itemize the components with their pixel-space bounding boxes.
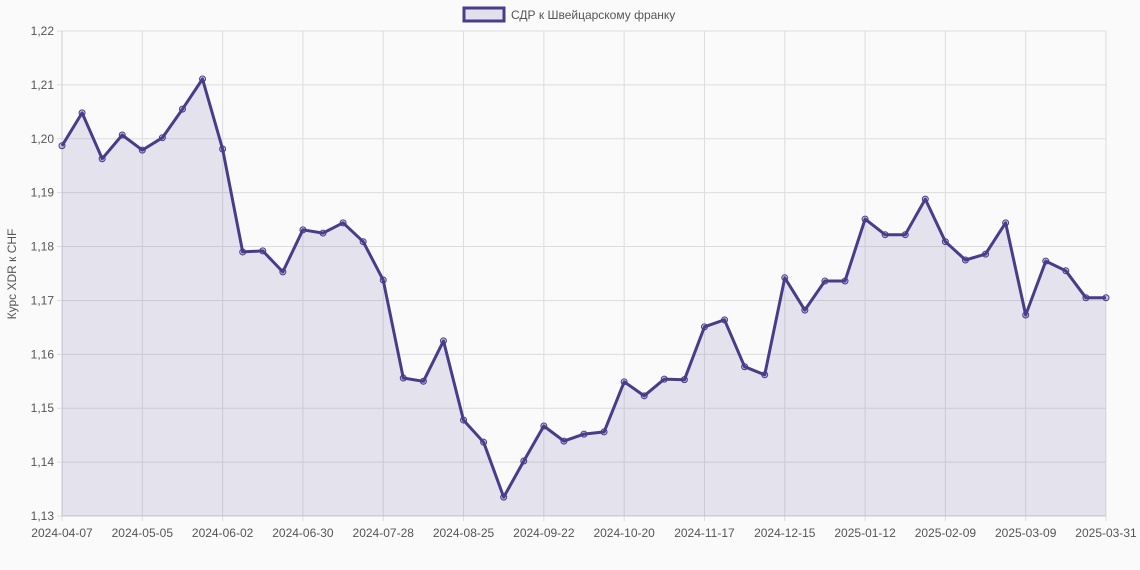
data-point bbox=[460, 416, 468, 424]
data-point bbox=[721, 316, 729, 324]
data-point bbox=[921, 195, 929, 203]
data-point bbox=[98, 155, 106, 163]
data-point bbox=[781, 274, 789, 282]
data-point bbox=[339, 219, 347, 227]
data-point bbox=[580, 430, 588, 438]
data-point bbox=[399, 374, 407, 382]
data-point bbox=[700, 323, 708, 331]
data-point bbox=[961, 256, 969, 264]
data-point bbox=[560, 437, 568, 445]
data-point bbox=[118, 131, 126, 139]
y-tick-label: 1,20 bbox=[31, 132, 55, 146]
data-point bbox=[620, 378, 628, 386]
data-point bbox=[299, 226, 307, 234]
data-point bbox=[941, 238, 949, 246]
data-point bbox=[419, 377, 427, 385]
data-point bbox=[379, 276, 387, 284]
data-point bbox=[821, 277, 829, 285]
x-tick-label: 2024-12-15 bbox=[754, 526, 816, 540]
data-point bbox=[640, 392, 648, 400]
data-point bbox=[259, 247, 267, 255]
x-tick-label: 2024-05-05 bbox=[112, 526, 174, 540]
data-points bbox=[58, 75, 1110, 501]
legend-label: СДР к Швейцарскому франку bbox=[511, 8, 675, 22]
y-tick-label: 1,22 bbox=[31, 24, 55, 38]
data-point bbox=[801, 306, 809, 314]
x-tick-label: 2024-07-28 bbox=[353, 526, 415, 540]
x-tick-label: 2024-09-22 bbox=[513, 526, 575, 540]
data-point bbox=[219, 145, 227, 153]
series-line bbox=[60, 77, 1106, 499]
data-point bbox=[741, 363, 749, 371]
data-point bbox=[861, 215, 869, 223]
data-point bbox=[901, 231, 909, 239]
x-tick-label: 2025-03-09 bbox=[995, 526, 1057, 540]
data-point bbox=[881, 231, 889, 239]
legend-swatch bbox=[462, 6, 506, 23]
data-point bbox=[439, 337, 447, 345]
data-point bbox=[1022, 311, 1030, 319]
data-point bbox=[359, 238, 367, 246]
data-point bbox=[520, 457, 528, 465]
y-tick-label: 1,16 bbox=[31, 347, 55, 361]
data-point bbox=[1082, 294, 1090, 302]
x-tick-label: 2024-10-20 bbox=[593, 526, 655, 540]
data-point bbox=[1002, 219, 1010, 227]
data-point bbox=[78, 109, 86, 117]
y-tick-label: 1,15 bbox=[31, 401, 55, 415]
data-point bbox=[178, 105, 186, 113]
data-point bbox=[279, 268, 287, 276]
series-area bbox=[60, 77, 1106, 516]
data-point bbox=[982, 250, 990, 258]
x-tick-label: 2025-01-12 bbox=[834, 526, 896, 540]
data-point bbox=[500, 493, 508, 501]
y-tick-label: 1,17 bbox=[31, 293, 55, 307]
y-axis: 1,13 1,14 1,15 1,16 1,17 1,18 1,19 1,20 1,21 1,22 bbox=[31, 24, 55, 523]
data-point bbox=[138, 146, 146, 154]
data-point bbox=[841, 277, 849, 285]
x-axis: 2024-04-07 2024-05-05 2024-06-02 2024-06-30… bbox=[31, 526, 1137, 540]
y-tick-label: 1,18 bbox=[31, 240, 55, 254]
data-point bbox=[239, 248, 247, 256]
y-tick-label: 1,21 bbox=[31, 78, 55, 92]
data-point bbox=[680, 376, 688, 384]
legend[interactable]: СДР к Швейцарскому франку bbox=[462, 6, 675, 23]
data-point bbox=[58, 142, 66, 150]
y-tick-label: 1,14 bbox=[31, 455, 55, 469]
area-fill bbox=[62, 79, 1106, 516]
x-tick-label: 2024-04-07 bbox=[31, 526, 93, 540]
data-point bbox=[540, 422, 548, 430]
x-tick-label: 2024-11-17 bbox=[674, 526, 735, 540]
x-tick-label: 2024-06-30 bbox=[272, 526, 334, 540]
x-tick-label: 2024-08-25 bbox=[433, 526, 495, 540]
data-point bbox=[1042, 257, 1050, 265]
data-point bbox=[1102, 294, 1110, 302]
y-tick-label: 1,19 bbox=[31, 186, 55, 200]
data-point bbox=[600, 428, 608, 436]
x-tick-label: 2024-06-02 bbox=[192, 526, 254, 540]
y-tick-label: 1,13 bbox=[31, 509, 55, 523]
data-point bbox=[199, 75, 207, 83]
x-tick-label: 2025-03-31 bbox=[1075, 526, 1137, 540]
data-point bbox=[1062, 267, 1070, 275]
data-point bbox=[761, 371, 769, 379]
data-point bbox=[319, 229, 327, 237]
y-axis-label: Курс XDR к CHF bbox=[5, 229, 19, 320]
grid bbox=[57, 30, 1107, 521]
data-point bbox=[480, 438, 488, 446]
data-point bbox=[660, 375, 668, 383]
data-point bbox=[158, 134, 166, 142]
x-tick-label: 2025-02-09 bbox=[915, 526, 977, 540]
